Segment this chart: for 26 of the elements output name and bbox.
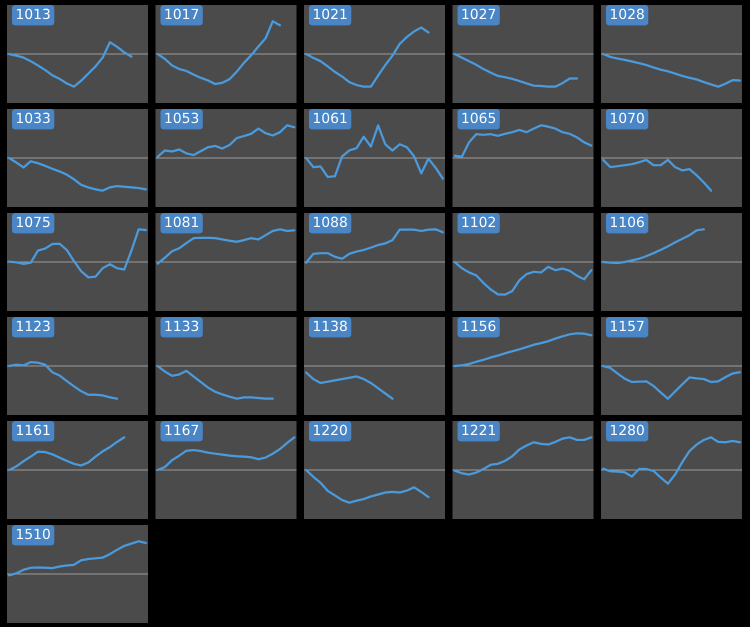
chart-title: 1088 <box>314 216 347 228</box>
chart-title: 1123 <box>16 320 50 332</box>
chart-title: 1157 <box>610 320 644 332</box>
chart-title: 1021 <box>314 8 347 20</box>
chart-title: 1510 <box>16 528 50 540</box>
chart-title: 1102 <box>462 216 495 228</box>
chart-title: 1138 <box>314 320 347 332</box>
chart-title: 1061 <box>314 112 347 124</box>
chart-title: 1053 <box>165 112 198 124</box>
chart-title: 1028 <box>610 8 644 20</box>
chart-title: 1220 <box>314 424 347 436</box>
chart-title: 1017 <box>165 8 198 20</box>
chart-title: 1156 <box>462 320 496 332</box>
chart-title: 1221 <box>462 424 496 435</box>
chart-title: 1070 <box>610 112 644 124</box>
chart-title: 1161 <box>16 424 50 436</box>
chart-title: 1027 <box>462 8 496 20</box>
chart-title: 1081 <box>165 216 198 228</box>
chart-title: 1167 <box>165 424 198 436</box>
chart-title: 1280 <box>610 424 644 436</box>
chart-title: 1065 <box>462 112 496 124</box>
chart-title: 1075 <box>16 216 50 228</box>
chart-title: 1013 <box>16 8 50 20</box>
chart-title: 1106 <box>610 216 644 228</box>
chart-title: 1033 <box>16 112 50 124</box>
chart-title: 1133 <box>165 320 198 332</box>
